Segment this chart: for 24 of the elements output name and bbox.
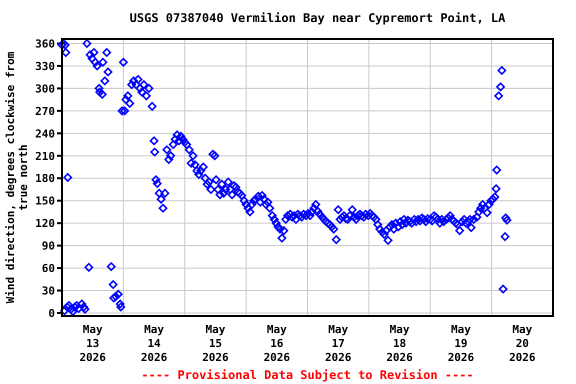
y-tick-label: 60 bbox=[42, 262, 55, 276]
y-axis-title: Wind direction, degrees clockwise from true north bbox=[4, 51, 30, 304]
y-tick-label: 30 bbox=[42, 284, 55, 298]
y-tick-label: 330 bbox=[35, 60, 55, 73]
x-tick-label: May 19 2026 bbox=[448, 323, 475, 364]
y-tick-label: 150 bbox=[35, 194, 55, 208]
y-tick-label: 180 bbox=[35, 172, 55, 186]
y-tick-label: 300 bbox=[35, 82, 55, 96]
y-tick-label: 240 bbox=[35, 127, 55, 140]
y-tick-label: 270 bbox=[35, 104, 55, 118]
y-tick-label: 0 bbox=[48, 307, 55, 320]
x-tick-label: May 14 2026 bbox=[140, 323, 168, 364]
chart-title: USGS 07387040 Vermilion Bay near Cypremort Point, LA bbox=[130, 11, 506, 25]
x-tick-label: May 16 2026 bbox=[264, 323, 290, 364]
text: ---- Provisional Data Subject to Revision ---- bbox=[141, 368, 474, 382]
y-tick-label: 120 bbox=[35, 217, 55, 230]
y-tick-label: 90 bbox=[42, 240, 55, 253]
y-tick-label: 210 bbox=[35, 150, 55, 163]
x-tick-label: May 17 2026 bbox=[324, 323, 352, 364]
y-tick-label: 360 bbox=[35, 37, 55, 50]
x-tick-label: May 20 2026 bbox=[509, 323, 536, 364]
x-tick-label: May 13 2026 bbox=[79, 323, 106, 364]
x-tick-label: May 18 2026 bbox=[386, 323, 414, 364]
x-tick-label: May 15 2026 bbox=[202, 323, 230, 364]
